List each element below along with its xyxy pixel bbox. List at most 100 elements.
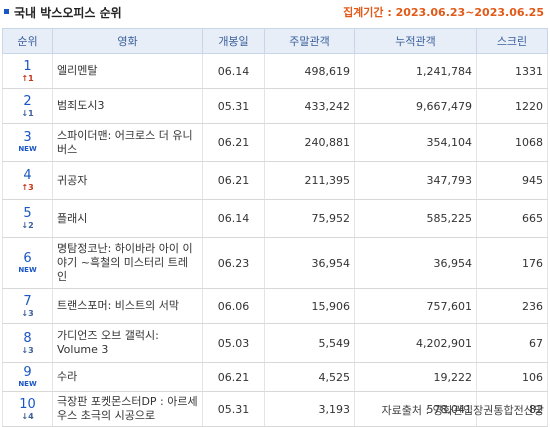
- release-date: 06.21: [202, 362, 265, 392]
- screen-count: 236: [476, 288, 548, 324]
- table-header-row: 순위 영화 개봉일 주말관객 누적관객 스크린: [2, 28, 548, 54]
- table-row: 3 NEW 스파이더맨: 어크로스 더 유니버스 06.21 240,881 35…: [2, 123, 548, 162]
- rank-cell: 5 ↓2: [2, 199, 53, 238]
- rank-cell: 1 ↑1: [2, 53, 53, 89]
- table-row: 5 ↓2 플래시 06.14 75,952 585,225 665: [2, 199, 548, 238]
- weekend-audience: 36,954: [264, 237, 355, 289]
- table-row: 8 ↓3 가디언즈 오브 갤럭시: Volume 3 05.03 5,549 4,…: [2, 323, 548, 363]
- column-header-release: 개봉일: [202, 28, 265, 54]
- release-date: 05.31: [202, 391, 265, 427]
- rank-change-indicator: ↓2: [21, 221, 34, 230]
- column-header-movie: 영화: [52, 28, 203, 54]
- movie-title[interactable]: 범죄도시3: [52, 88, 203, 124]
- table-row: 10 ↓4 극장판 포켓몬스터DP : 아르세우스 초극의 시공으로 05.31 …: [2, 391, 548, 427]
- screen-count: 665: [476, 199, 548, 238]
- rank-cell: 10 ↓4: [2, 391, 53, 427]
- table-row: 2 ↓1 범죄도시3 05.31 433,242 9,667,479 1220: [2, 88, 548, 124]
- total-audience: 4,202,901: [354, 323, 477, 363]
- rank-number: 9: [23, 364, 32, 380]
- weekend-audience: 433,242: [264, 88, 355, 124]
- release-date: 06.23: [202, 237, 265, 289]
- screen-count: 1068: [476, 123, 548, 162]
- total-audience: 578,041: [354, 391, 477, 427]
- movie-title[interactable]: 수라: [52, 362, 203, 392]
- column-header-total: 누적관객: [354, 28, 477, 54]
- new-entry-badge: NEW: [18, 379, 37, 388]
- new-entry-badge: NEW: [18, 145, 37, 153]
- table-row: 9 NEW 수라 06.21 4,525 19,222 106: [2, 362, 548, 392]
- box-office-header: 국내 박스오피스 순위 집계기간 : 2023.06.23~2023.06.25: [0, 0, 550, 24]
- rank-cell: 9 NEW: [2, 362, 53, 392]
- column-header-rank: 순위: [2, 28, 53, 54]
- movie-title[interactable]: 엘리멘탈: [52, 53, 203, 89]
- release-date: 05.31: [202, 88, 265, 124]
- rank-number: 10: [19, 396, 36, 412]
- screen-count: 1331: [476, 53, 548, 89]
- rank-number: 5: [23, 206, 32, 221]
- weekend-audience: 4,525: [264, 362, 355, 392]
- screen-count: 945: [476, 161, 548, 200]
- movie-title[interactable]: 명탐정코난: 하이바라 아이 이야기 ~흑철의 미스터리 트레인: [52, 237, 203, 289]
- total-audience: 347,793: [354, 161, 477, 200]
- movie-title[interactable]: 귀공자: [52, 161, 203, 200]
- weekend-audience: 498,619: [264, 53, 355, 89]
- box-office-table: 순위 영화 개봉일 주말관객 누적관객 스크린 1 ↑1 엘리멘탈 06.14 4…: [2, 28, 548, 427]
- weekend-audience: 5,549: [264, 323, 355, 363]
- rank-number: 4: [23, 168, 32, 183]
- new-entry-badge: NEW: [18, 265, 37, 274]
- table-row: 7 ↓3 트랜스포머: 비스트의 서막 06.06 15,906 757,601 …: [2, 288, 548, 324]
- rank-change-indicator: ↑1: [21, 73, 34, 83]
- total-audience: 36,954: [354, 237, 477, 289]
- table-row: 1 ↑1 엘리멘탈 06.14 498,619 1,241,784 1331: [2, 53, 548, 89]
- screen-count: 106: [476, 362, 548, 392]
- weekend-audience: 211,395: [264, 161, 355, 200]
- data-source-note: 자료출처 : 영화관입장권통합전산망: [381, 404, 545, 417]
- weekend-audience: 3,193: [264, 391, 355, 427]
- weekend-audience: 75,952: [264, 199, 355, 238]
- total-audience: 9,667,479: [354, 88, 477, 124]
- title-bullet-icon: [4, 9, 9, 14]
- rank-cell: 3 NEW: [2, 123, 53, 162]
- total-audience: 1,241,784: [354, 53, 477, 89]
- rank-number: 1: [23, 58, 32, 74]
- release-date: 06.21: [202, 161, 265, 200]
- table-row: 6 NEW 명탐정코난: 하이바라 아이 이야기 ~흑철의 미스터리 트레인 06…: [2, 237, 548, 289]
- rank-cell: 6 NEW: [2, 237, 53, 289]
- rank-number: 8: [23, 330, 32, 346]
- rank-change-indicator: ↑3: [21, 183, 34, 192]
- table-row: 4 ↑3 귀공자 06.21 211,395 347,793 945: [2, 161, 548, 200]
- column-header-weekend: 주말관객: [264, 28, 355, 54]
- screen-count: 1220: [476, 88, 548, 124]
- rank-number: 7: [23, 293, 32, 309]
- release-date: 06.14: [202, 199, 265, 238]
- rank-cell: 7 ↓3: [2, 288, 53, 324]
- rank-cell: 4 ↑3: [2, 161, 53, 200]
- aggregation-period: 집계기간 : 2023.06.23~2023.06.25: [343, 6, 544, 19]
- rank-number: 6: [23, 250, 32, 266]
- rank-number: 3: [23, 130, 32, 145]
- release-date: 05.03: [202, 323, 265, 363]
- movie-title[interactable]: 플래시: [52, 199, 203, 238]
- total-audience: 585,225: [354, 199, 477, 238]
- total-audience: 19,222: [354, 362, 477, 392]
- rank-change-indicator: ↓1: [21, 108, 34, 118]
- rank-change-indicator: ↓3: [21, 308, 34, 318]
- movie-title[interactable]: 트랜스포머: 비스트의 서막: [52, 288, 203, 324]
- screen-count: 82: [476, 391, 548, 427]
- total-audience: 757,601: [354, 288, 477, 324]
- rank-cell: 2 ↓1: [2, 88, 53, 124]
- rank-number: 2: [23, 93, 32, 109]
- rank-change-indicator: ↓3: [21, 345, 34, 355]
- movie-title[interactable]: 스파이더맨: 어크로스 더 유니버스: [52, 123, 203, 162]
- total-audience: 354,104: [354, 123, 477, 162]
- screen-count: 176: [476, 237, 548, 289]
- screen-count: 67: [476, 323, 548, 363]
- release-date: 06.21: [202, 123, 265, 162]
- release-date: 06.14: [202, 53, 265, 89]
- rank-change-indicator: ↓4: [21, 411, 34, 421]
- rank-cell: 8 ↓3: [2, 323, 53, 363]
- weekend-audience: 240,881: [264, 123, 355, 162]
- page-title: 국내 박스오피스 순위: [14, 6, 122, 20]
- movie-title[interactable]: 가디언즈 오브 갤럭시: Volume 3: [52, 323, 203, 363]
- movie-title[interactable]: 극장판 포켓몬스터DP : 아르세우스 초극의 시공으로: [52, 391, 203, 427]
